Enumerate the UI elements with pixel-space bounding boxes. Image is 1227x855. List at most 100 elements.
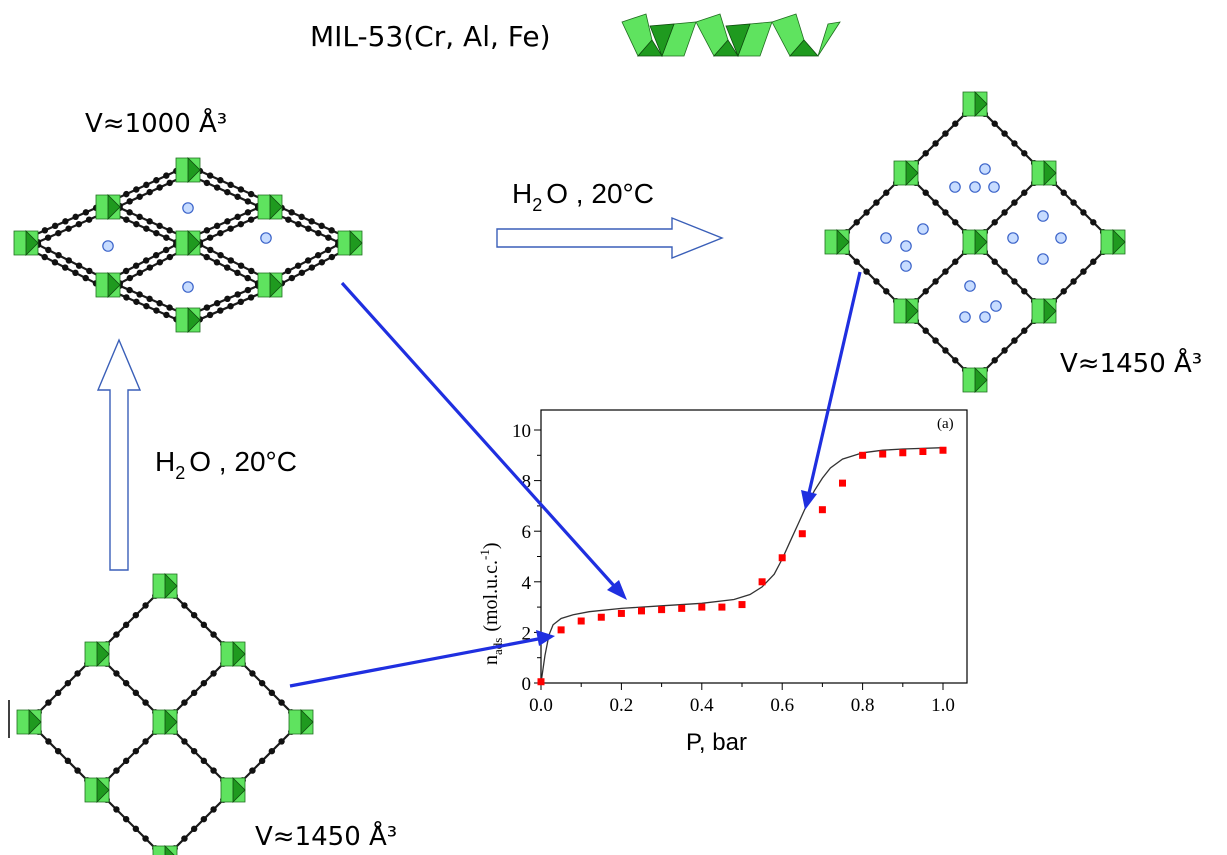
octahedra-chain-icon bbox=[621, 13, 841, 58]
metal-octahedron bbox=[220, 777, 246, 803]
data-point bbox=[617, 609, 625, 617]
y-tick-label: 0 bbox=[522, 674, 532, 695]
isotherm-fit-line bbox=[540, 447, 944, 684]
water-molecule bbox=[979, 163, 991, 175]
x-tick-label: 0.0 bbox=[529, 695, 553, 716]
metal-octahedron bbox=[95, 194, 121, 220]
water-molecule bbox=[880, 232, 892, 244]
pointer-arrow-narrow-to-plateau bbox=[340, 281, 627, 600]
data-point bbox=[597, 613, 605, 621]
metal-octahedron bbox=[1031, 298, 1057, 324]
metal-octahedron bbox=[16, 709, 42, 735]
water-molecule bbox=[1055, 232, 1067, 244]
water-molecule bbox=[1037, 210, 1049, 222]
data-point bbox=[859, 451, 867, 459]
water-molecule bbox=[1007, 232, 1019, 244]
metal-octahedron bbox=[152, 573, 178, 599]
metal-octahedron bbox=[893, 298, 919, 324]
x-tick-label: 0.2 bbox=[610, 695, 634, 716]
x-tick-label: 0.6 bbox=[770, 695, 794, 716]
water-molecule bbox=[182, 281, 194, 293]
water-molecule bbox=[969, 181, 981, 193]
metal-octahedron bbox=[220, 641, 246, 667]
chart-frame bbox=[540, 409, 968, 684]
data-point bbox=[718, 603, 726, 611]
metal-octahedron bbox=[152, 709, 178, 735]
chart-ticks: 0.0 0.2 0.4 0.6 0.8 1.0 0 2 4 6 8 10 bbox=[512, 421, 955, 716]
large-pore-volume-label-bottom: V≈1450 Å³ bbox=[255, 820, 397, 852]
header-title: MIL-53(Cr, Al, Fe) bbox=[310, 20, 551, 53]
data-point bbox=[738, 601, 746, 609]
x-tick-label: 0.4 bbox=[690, 695, 714, 716]
y-tick-label: 8 bbox=[522, 472, 532, 493]
large-pore-framework-right bbox=[824, 91, 1126, 393]
data-point bbox=[698, 603, 706, 611]
y-tick-label: 6 bbox=[522, 522, 532, 543]
metal-octahedron bbox=[175, 157, 201, 183]
chart-line-series bbox=[540, 447, 944, 684]
metal-octahedron bbox=[962, 91, 988, 117]
chart-y-axis-label: nads(mol.u.c.-1) bbox=[477, 542, 505, 665]
metal-octahedron bbox=[95, 272, 121, 298]
large-pore-framework-bottom bbox=[16, 573, 314, 855]
water-molecule bbox=[102, 240, 114, 252]
water-molecule bbox=[900, 260, 912, 272]
y-tick-label: 4 bbox=[522, 573, 532, 594]
metal-octahedron bbox=[337, 230, 363, 256]
data-point bbox=[678, 604, 686, 612]
metal-octahedron bbox=[962, 229, 988, 255]
metal-octahedron bbox=[175, 230, 201, 256]
narrow-pore-volume-label: V≈1000 Å³ bbox=[85, 107, 227, 139]
data-point bbox=[798, 530, 806, 538]
data-point bbox=[939, 446, 947, 454]
water-molecule bbox=[988, 181, 1000, 193]
narrow-pore-framework bbox=[13, 157, 363, 333]
pointer-arrow-large-to-step bbox=[801, 271, 862, 510]
metal-octahedron bbox=[824, 229, 850, 255]
hollow-arrow-right bbox=[496, 216, 724, 260]
data-point bbox=[818, 506, 826, 514]
top-arrow-condition: H2 O , 20°C bbox=[512, 178, 654, 215]
water-molecule bbox=[964, 280, 976, 292]
metal-octahedron bbox=[152, 845, 178, 855]
chart-x-axis-label: P, bar bbox=[686, 729, 747, 756]
isotherm-chart: 0.0 0.2 0.4 0.6 0.8 1.0 0 2 4 6 8 10 (a) P, bar nad… bbox=[477, 409, 968, 756]
y-tick-label: 10 bbox=[512, 421, 531, 442]
metal-octahedron bbox=[257, 272, 283, 298]
metal-octahedron bbox=[84, 641, 110, 667]
x-tick-label: 0.8 bbox=[851, 695, 875, 716]
data-point bbox=[879, 450, 887, 458]
data-point bbox=[758, 578, 766, 586]
water-molecule bbox=[990, 300, 1002, 312]
data-point bbox=[899, 449, 907, 457]
data-point bbox=[778, 554, 786, 562]
data-point bbox=[919, 448, 927, 456]
metal-octahedron bbox=[893, 160, 919, 186]
data-point bbox=[537, 678, 545, 686]
data-point bbox=[577, 617, 585, 625]
y-tick-label: 2 bbox=[522, 623, 532, 644]
metal-octahedron bbox=[13, 230, 39, 256]
water-molecule bbox=[949, 181, 961, 193]
metal-octahedron bbox=[257, 194, 283, 220]
metal-octahedron bbox=[1100, 229, 1126, 255]
x-tick-label: 1.0 bbox=[931, 695, 955, 716]
large-pore-volume-label-right: V≈1450 Å³ bbox=[1060, 347, 1202, 379]
water-molecule bbox=[959, 311, 971, 323]
water-molecule bbox=[182, 202, 194, 214]
pointer-arrow-bottom-to-onset bbox=[289, 630, 555, 688]
metal-octahedron bbox=[288, 709, 314, 735]
data-point bbox=[839, 479, 846, 487]
data-point bbox=[658, 606, 666, 614]
water-molecule bbox=[260, 232, 272, 244]
metal-octahedron bbox=[1031, 160, 1057, 186]
data-point bbox=[638, 607, 645, 615]
metal-octahedron bbox=[84, 777, 110, 803]
metal-octahedron bbox=[962, 367, 988, 393]
water-molecule bbox=[1037, 253, 1049, 265]
metal-octahedron bbox=[175, 307, 201, 333]
water-molecule bbox=[900, 240, 912, 252]
chart-marker-series bbox=[537, 446, 947, 686]
hollow-arrow-up bbox=[96, 338, 142, 571]
